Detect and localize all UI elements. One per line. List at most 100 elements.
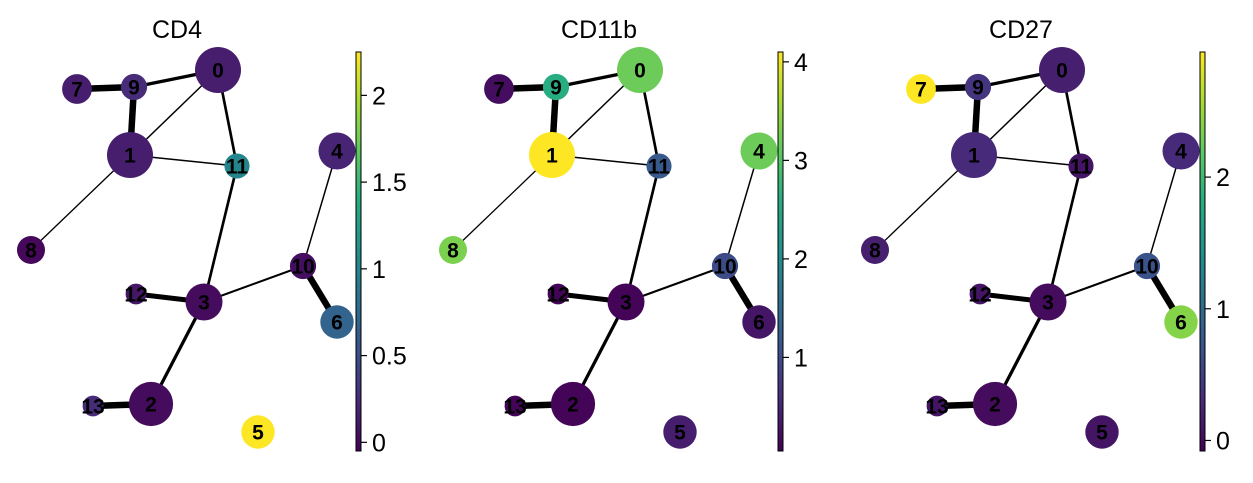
node-13	[82, 395, 104, 417]
colorbar	[355, 51, 362, 452]
node-label-13: 13	[503, 396, 526, 419]
node-label-2: 2	[145, 394, 157, 417]
colorbar-tick-label: 1	[794, 344, 808, 372]
node-label-10: 10	[291, 256, 314, 279]
node-9	[542, 73, 570, 101]
node-4	[740, 132, 778, 170]
node-label-7: 7	[71, 79, 83, 102]
node-label-9: 9	[128, 77, 140, 100]
node-label-0: 0	[212, 60, 224, 83]
node-0	[1039, 47, 1085, 93]
node-1	[529, 132, 575, 178]
node-label-4: 4	[753, 141, 765, 164]
node-11	[224, 153, 250, 179]
colorbar-tick-label: 0.5	[372, 343, 407, 371]
node-label-7: 7	[493, 79, 505, 102]
node-label-8: 8	[447, 240, 459, 263]
edge-11-3	[1046, 165, 1083, 303]
node-label-0: 0	[634, 60, 646, 83]
node-3	[185, 283, 223, 321]
colorbar-tick-label: 0	[372, 429, 386, 457]
colorbar	[777, 51, 784, 452]
node-9	[120, 73, 148, 101]
node-label-12: 12	[124, 284, 147, 307]
node-label-1: 1	[546, 145, 558, 168]
node-label-8: 8	[25, 240, 37, 263]
node-label-5: 5	[1096, 422, 1108, 445]
node-label-11: 11	[648, 156, 671, 179]
node-7	[906, 74, 936, 104]
node-8	[861, 236, 889, 264]
node-label-5: 5	[674, 422, 686, 445]
node-0	[195, 47, 241, 93]
node-7	[484, 74, 514, 104]
panel-title: CD27	[989, 16, 1053, 44]
colorbar-tick-label: 2	[794, 246, 808, 274]
node-label-4: 4	[1175, 141, 1187, 164]
node-0	[617, 47, 663, 93]
node-label-12: 12	[546, 284, 569, 307]
node-1	[107, 132, 153, 178]
node-label-10: 10	[1135, 256, 1158, 279]
node-label-1: 1	[124, 145, 136, 168]
colorbar-tick-label: 1.5	[372, 169, 407, 197]
node-label-6: 6	[331, 312, 343, 335]
node-label-0: 0	[1056, 60, 1068, 83]
node-label-2: 2	[567, 394, 579, 417]
node-label-3: 3	[198, 292, 210, 315]
node-4	[318, 132, 356, 170]
node-10	[1133, 252, 1161, 280]
colorbar-tick-label: 3	[794, 147, 808, 175]
edge-11-3	[624, 165, 661, 303]
colorbar-tick-label: 0	[1216, 427, 1230, 455]
node-label-9: 9	[972, 77, 984, 100]
colorbar-tick-label: 1	[1216, 296, 1230, 324]
node-10	[711, 252, 739, 280]
edge-11-3	[202, 165, 239, 303]
panel-title: CD4	[152, 16, 202, 44]
node-label-5: 5	[252, 422, 264, 445]
node-label-11: 11	[1070, 156, 1093, 179]
node-label-9: 9	[550, 77, 562, 100]
node-label-8: 8	[869, 240, 881, 263]
node-12	[125, 283, 147, 305]
edge-10-4	[1146, 150, 1182, 267]
node-label-6: 6	[753, 312, 765, 335]
node-label-13: 13	[81, 396, 104, 419]
node-label-13: 13	[925, 396, 948, 419]
node-6	[742, 305, 776, 339]
edge-10-4	[724, 150, 760, 267]
node-8	[17, 236, 45, 264]
node-7	[62, 74, 92, 104]
node-5	[1085, 415, 1119, 449]
node-label-12: 12	[968, 284, 991, 307]
node-2	[550, 381, 596, 427]
node-label-1: 1	[968, 145, 980, 168]
colorbar-tick-label: 4	[794, 49, 808, 77]
node-label-7: 7	[915, 79, 927, 102]
node-3	[607, 283, 645, 321]
colorbar-tick-label: 2	[372, 82, 386, 110]
node-11	[646, 153, 672, 179]
node-9	[964, 73, 992, 101]
node-4	[1162, 132, 1200, 170]
node-label-11: 11	[226, 156, 249, 179]
node-6	[1164, 305, 1198, 339]
panel-title: CD11b	[561, 16, 637, 44]
node-label-3: 3	[1042, 292, 1054, 315]
node-label-10: 10	[713, 256, 736, 279]
node-5	[241, 415, 275, 449]
colorbar	[1199, 51, 1206, 452]
node-2	[128, 381, 174, 427]
node-1	[951, 132, 997, 178]
node-8	[439, 236, 467, 264]
node-13	[504, 395, 526, 417]
node-6	[320, 305, 354, 339]
node-12	[547, 283, 569, 305]
node-3	[1029, 283, 1067, 321]
colorbar-tick-label: 1	[372, 256, 386, 284]
